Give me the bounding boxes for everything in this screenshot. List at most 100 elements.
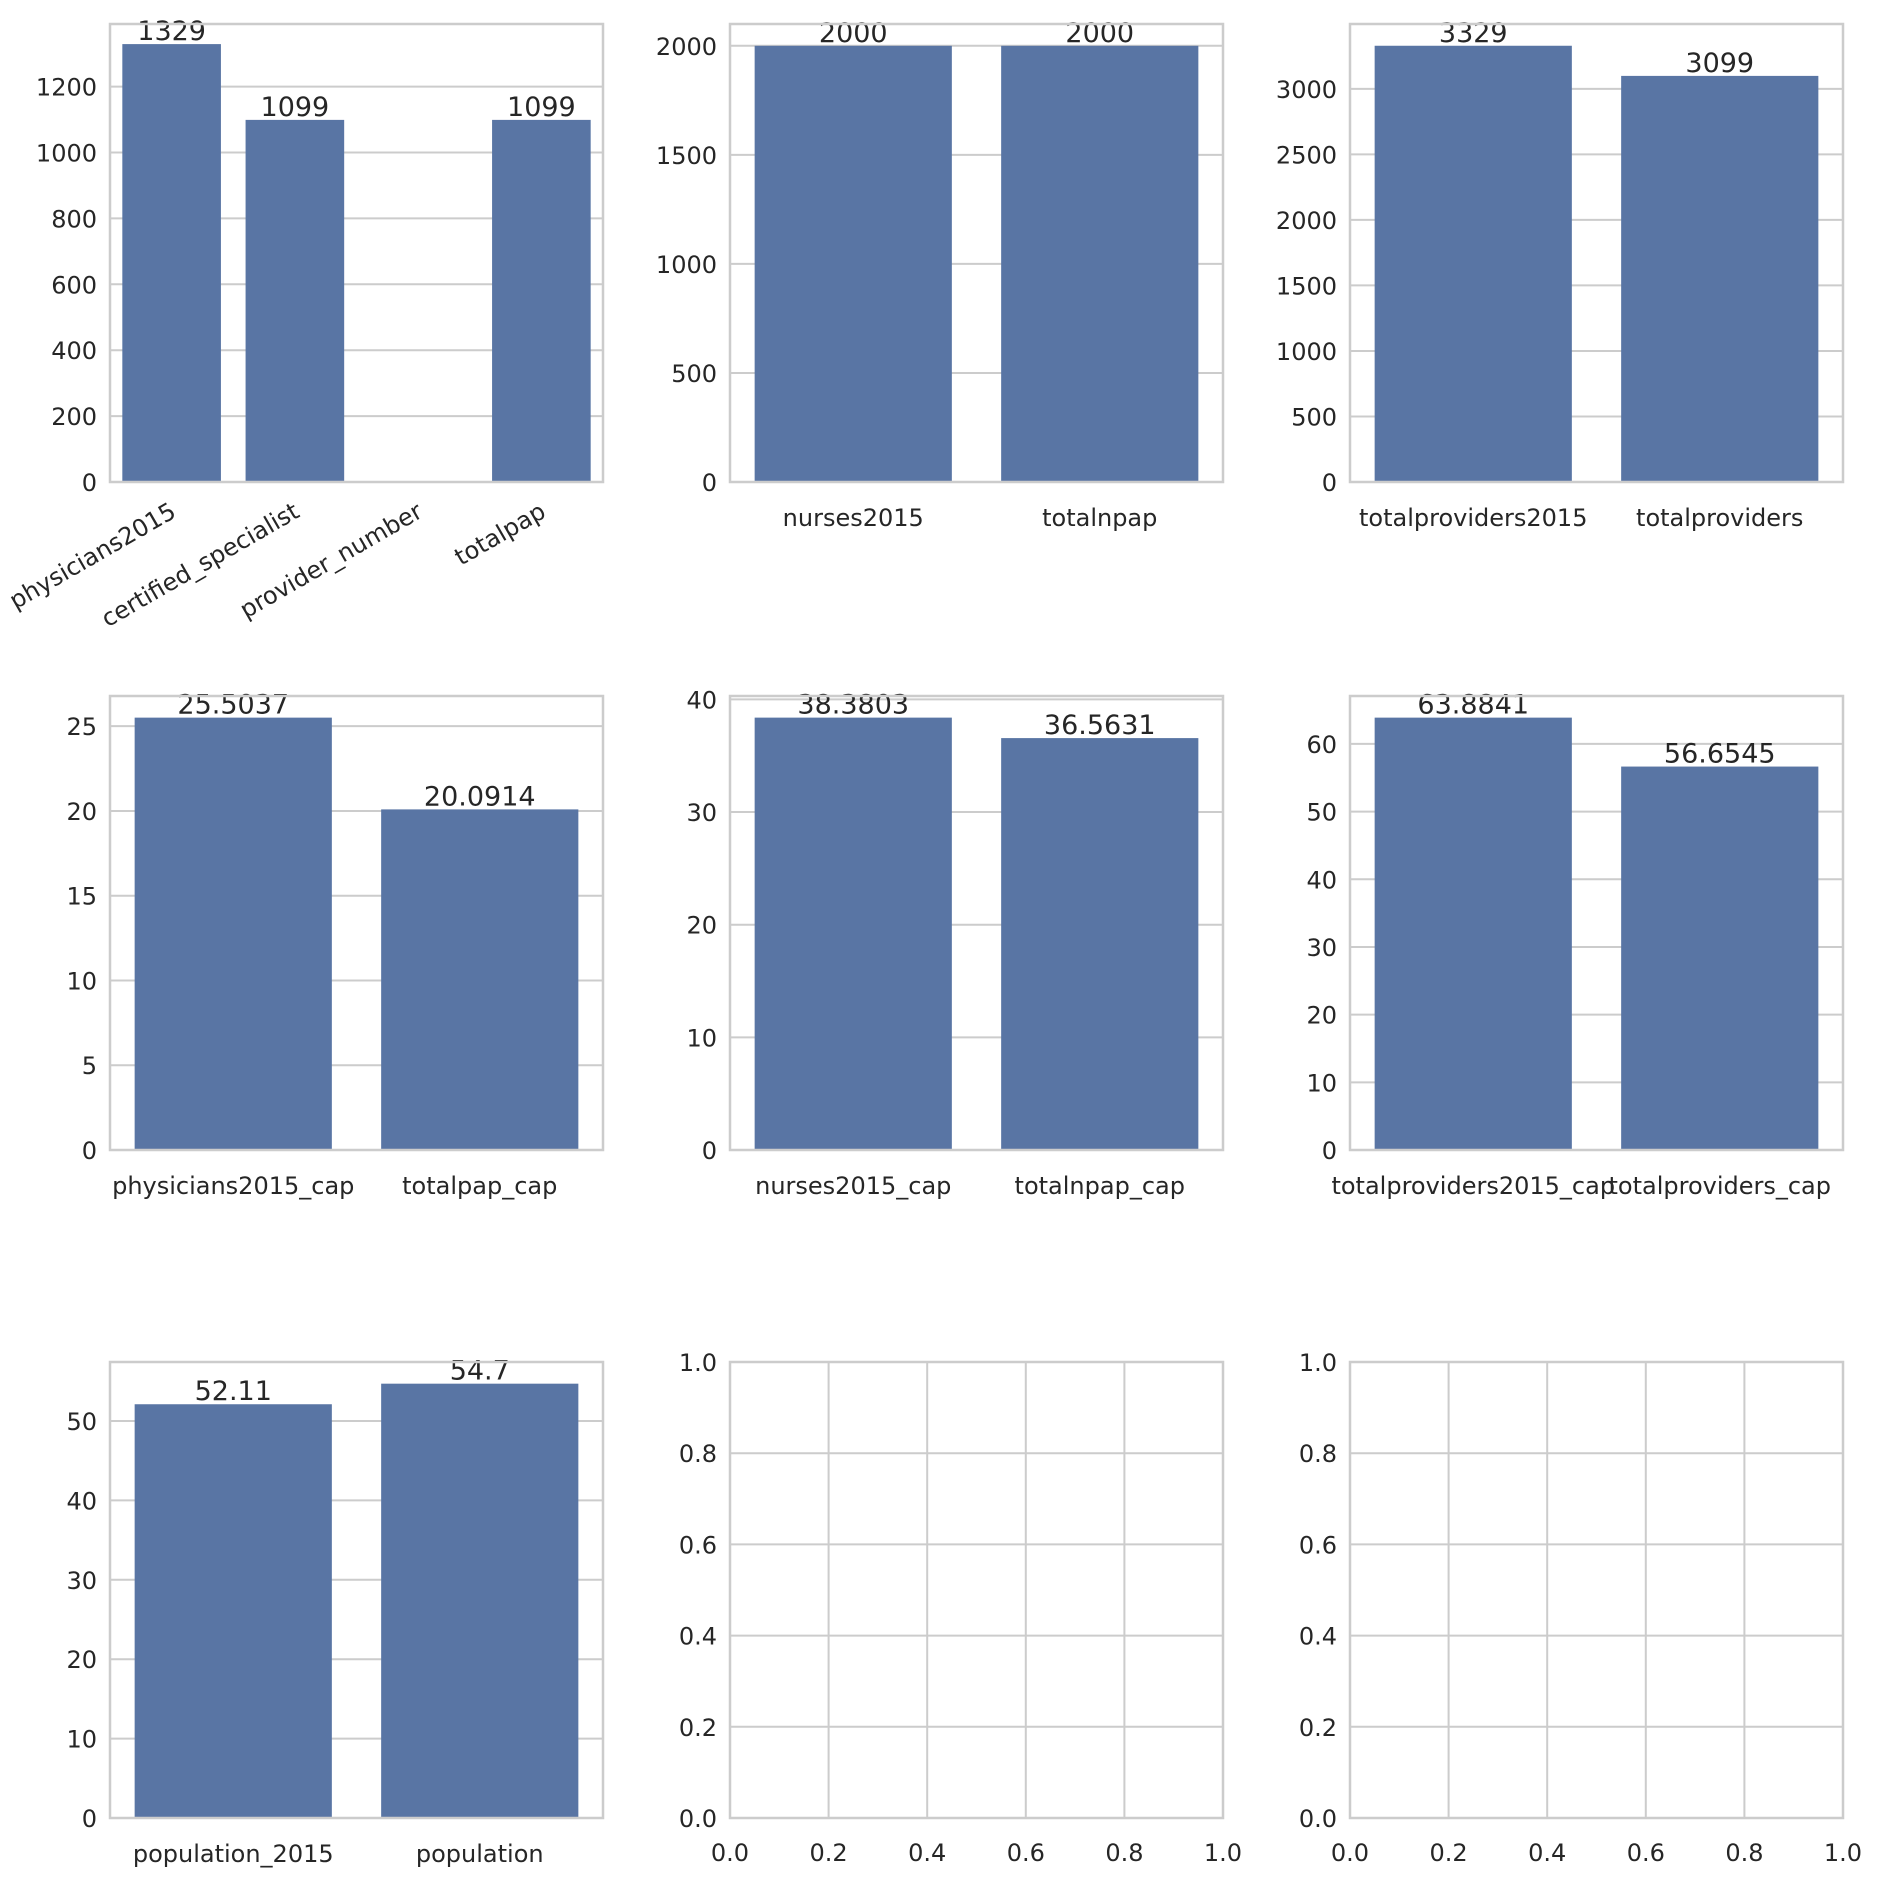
bar-value-label: 20.0914 [424,781,536,812]
x-tick-label: certified_specialist [96,497,303,633]
y-tick-label: 40 [1306,866,1337,894]
x-tick-label: 1.0 [1824,1839,1862,1867]
bar-totalproviders [1621,75,1819,483]
bar-value-label: 1099 [507,92,576,123]
bar-totalnpap [1001,45,1199,483]
x-tick-label: 0.0 [1331,1839,1369,1867]
y-tick-label: 50 [66,1408,97,1436]
subplot-3: 0 500 1000 1500 2000 2500 3000 3329 totalprovide… [1276,18,1845,532]
y-tick-label: 30 [66,1567,97,1595]
subplot-7: 0 10 20 30 40 50 52.11 population_2015 54.7 popul… [66,1356,605,1868]
bar-totalpap_cap [381,809,579,1150]
y-tick-label: 0 [1322,469,1337,497]
y-tick-label: 800 [51,205,97,233]
axes-frame [1348,694,1845,1152]
y-tick-label: 1.0 [679,1349,717,1377]
x-tick-label: 1.0 [1204,1839,1242,1867]
subplot-9: 0.0 0.2 0.4 0.6 0.8 1.0 0.0 0.2 0.4 0.6 0.8 1.0 [1299,1349,1862,1867]
axes-frame [108,22,605,484]
y-tick-label: 40 [686,686,717,714]
y-tick-label: 1000 [1276,338,1337,366]
x-tick-label: 0.4 [908,1839,946,1867]
subplot-8: 0.0 0.2 0.4 0.6 0.8 1.0 0.0 0.2 0.4 0.6 0.8 1.0 [679,1349,1242,1867]
x-tick-label: 0.6 [1627,1839,1665,1867]
y-tick-label: 200 [51,403,97,431]
bar-physicians2015 [122,44,221,483]
y-tick-label: 0 [82,1137,97,1165]
y-tick-label: 1000 [36,140,97,168]
subplot-4: 0 5 10 15 20 25 25.5037 physicians2015_cap 20.09… [66,690,605,1200]
bar-nurses2015 [754,45,952,483]
bar-totalnpap_cap [1001,738,1199,1150]
axes-frame [108,694,605,1152]
y-tick-label: 1500 [656,142,717,170]
x-tick-label: totalpap [450,497,551,571]
bar-value-label: 36.5631 [1044,710,1156,741]
x-tick-label: nurses2015_cap [755,1172,951,1200]
y-tick-label: 10 [686,1024,717,1052]
x-tick-label: 0.2 [1430,1839,1468,1867]
x-tick-label: population_2015 [133,1840,334,1868]
y-tick-label: 1500 [1276,272,1337,300]
subplot-2: 0 500 1000 1500 2000 2000 nurses2015 2000 totaln… [656,18,1225,532]
y-tick-label: 10 [1306,1069,1337,1097]
bar-value-label: 38.3803 [797,690,909,721]
x-tick-label: totalproviders_cap [1608,1172,1831,1200]
y-tick-label: 0.6 [679,1531,717,1559]
y-tick-label: 10 [66,967,97,995]
bar-value-label: 2000 [1065,18,1134,49]
x-tick-label: 0.2 [810,1839,848,1867]
x-tick-label: physicians2015_cap [112,1172,354,1200]
y-tick-label: 50 [1306,799,1337,827]
y-tick-label: 20 [66,1646,97,1674]
x-tick-label: 0.4 [1528,1839,1566,1867]
y-tick-label: 20 [66,798,97,826]
x-tick-label: nurses2015 [783,504,924,532]
x-tick-label: totalpap_cap [402,1172,557,1200]
subplot-5: 0 10 20 30 40 38.3803 nurses2015_cap 36.5631 tot… [686,686,1225,1200]
bar-totalproviders2015_cap [1374,717,1572,1150]
bar-value-label: 3329 [1439,18,1508,49]
subplot-1: 0200400600800100012001329physicians20151… [5,16,605,633]
y-tick-label: 1.0 [1299,1349,1337,1377]
y-tick-label: 0.2 [1299,1714,1337,1742]
y-tick-label: 3000 [1276,76,1337,104]
y-tick-label: 20 [1306,1002,1337,1030]
y-tick-label: 500 [1291,403,1337,431]
bar-physicians2015_cap [134,717,332,1150]
bar-population [381,1383,579,1818]
bar-value-label: 52.11 [195,1376,272,1407]
bar-totalproviders2015 [1374,45,1572,483]
y-tick-label: 600 [51,271,97,299]
bar-population_2015 [134,1404,332,1818]
y-tick-label: 5 [82,1052,97,1080]
y-tick-label: 15 [66,883,97,911]
bar-nurses2015_cap [754,717,952,1150]
bar-value-label: 3099 [1685,48,1754,79]
y-tick-label: 10 [66,1726,97,1754]
y-tick-label: 0 [702,469,717,497]
y-tick-label: 25 [66,713,97,741]
x-tick-label: totalproviders2015_cap [1331,1172,1615,1200]
bar-totalpap [492,119,591,482]
bar-value-label: 63.8841 [1417,690,1529,721]
y-tick-label: 400 [51,337,97,365]
x-tick-label: 0.8 [1725,1839,1763,1867]
y-tick-label: 30 [686,799,717,827]
y-tick-label: 0.8 [1299,1440,1337,1468]
bar-value-label: 56.6545 [1664,739,1776,770]
x-tick-label: 0.0 [711,1839,749,1867]
y-tick-label: 2000 [656,33,717,61]
y-tick-label: 1000 [656,251,717,279]
y-tick-label: 0.8 [679,1440,717,1468]
x-tick-label: 0.6 [1007,1839,1045,1867]
x-tick-label: 0.8 [1105,1839,1143,1867]
y-tick-label: 20 [686,912,717,940]
y-tick-label: 0 [82,469,97,497]
y-tick-label: 0.4 [679,1623,717,1651]
y-tick-label: 500 [671,360,717,388]
y-tick-label: 0.2 [679,1714,717,1742]
y-tick-label: 30 [1306,934,1337,962]
axes-frame [1348,1360,1845,1820]
